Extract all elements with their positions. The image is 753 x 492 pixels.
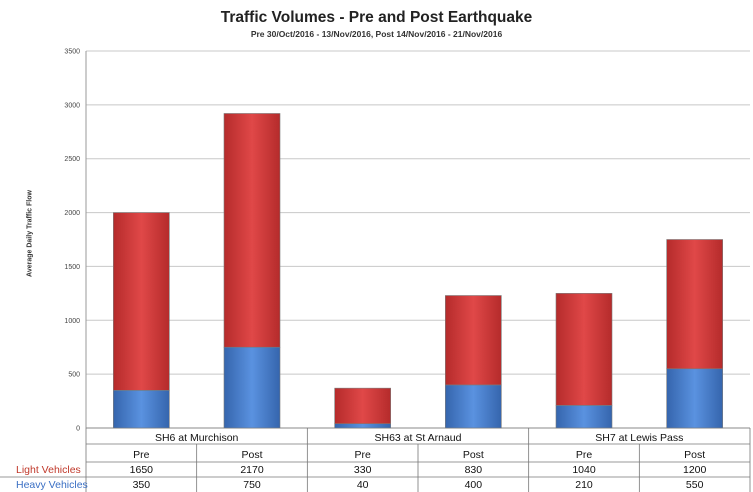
- y-tick-label: 3000: [64, 102, 80, 109]
- bar-light: [666, 239, 723, 370]
- bar-heavy: [555, 405, 613, 429]
- data-label: 1040: [572, 464, 596, 476]
- x-tick-label: Post: [463, 449, 484, 461]
- chart-subtitle: Pre 30/Oct/2016 - 13/Nov/2016, Post 14/N…: [250, 29, 503, 39]
- y-tick-label: 2000: [64, 210, 80, 217]
- bar-light: [555, 293, 613, 406]
- y-tick-label: 1000: [64, 318, 80, 325]
- y-tick-label: 0: [76, 426, 80, 433]
- data-label: 750: [243, 479, 261, 491]
- legend-row-label: Light Vehicles: [16, 464, 81, 476]
- bar-heavy: [223, 346, 281, 429]
- bar-heavy: [445, 384, 502, 429]
- data-label: 2170: [240, 464, 264, 476]
- data-label: 1650: [130, 464, 154, 476]
- bar-heavy: [334, 423, 391, 429]
- x-tick-label: Pre: [133, 449, 150, 461]
- chart-title: Traffic Volumes - Pre and Post Earthquak…: [220, 9, 533, 26]
- x-group-label: SH7 at Lewis Pass: [595, 432, 683, 444]
- bar-light: [113, 212, 170, 391]
- x-tick-label: Post: [684, 449, 705, 461]
- data-label: 1200: [683, 464, 707, 476]
- x-tick-label: Pre: [354, 449, 371, 461]
- y-tick-label: 3500: [64, 49, 80, 56]
- data-label: 350: [133, 479, 151, 491]
- x-group-label: SH6 at Murchison: [155, 432, 239, 444]
- bar-light: [334, 387, 391, 424]
- data-label: 210: [575, 479, 593, 491]
- data-label: 330: [354, 464, 372, 476]
- bar-heavy: [666, 368, 723, 429]
- x-tick-label: Pre: [576, 449, 593, 461]
- data-label: 400: [465, 479, 483, 491]
- bar-light: [445, 295, 502, 386]
- legend-row-label: Heavy Vehicles: [16, 479, 88, 491]
- data-label: 550: [686, 479, 704, 491]
- x-tick-label: Post: [241, 449, 262, 461]
- data-label: 830: [465, 464, 483, 476]
- bar-heavy: [113, 389, 170, 429]
- y-tick-label: 2500: [64, 156, 80, 163]
- x-group-label: SH63 at St Arnaud: [375, 432, 462, 444]
- bar-light: [223, 113, 281, 348]
- y-tick-label: 1500: [64, 264, 80, 271]
- y-tick-label: 500: [68, 372, 80, 379]
- data-label: 40: [357, 479, 369, 491]
